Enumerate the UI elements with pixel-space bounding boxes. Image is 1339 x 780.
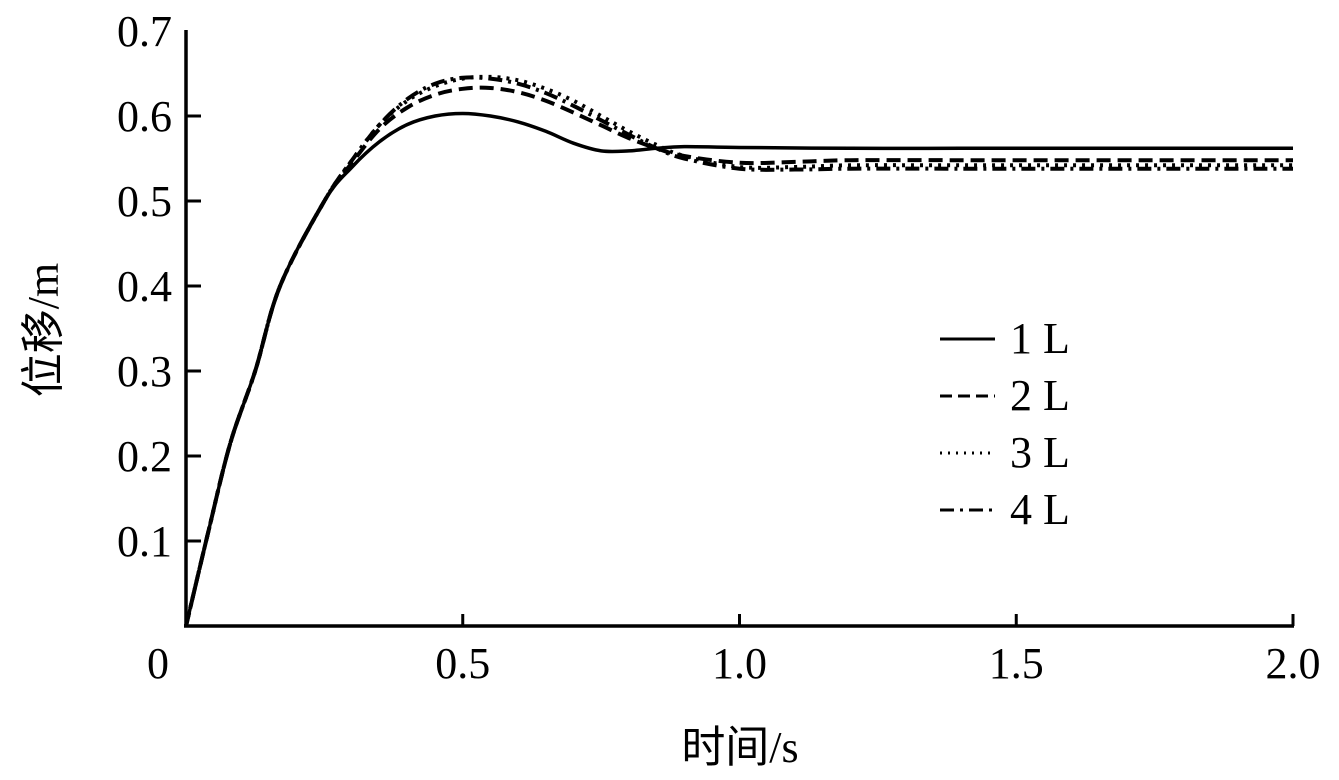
y-axis-label: 位移/m <box>19 263 68 397</box>
y-tick-label: 0.3 <box>117 347 172 396</box>
y-tick-label: 0.6 <box>117 92 172 141</box>
series-line-1 <box>184 111 1293 627</box>
y-tick-label: 0.4 <box>117 262 172 311</box>
y-tick-label: 0.5 <box>117 177 172 226</box>
series-line-2 <box>184 85 1293 627</box>
x-tick-label: 2.0 <box>1266 639 1321 688</box>
plot-lines <box>184 74 1293 627</box>
ticks <box>186 114 1295 626</box>
legend-label: 2 L <box>1010 371 1070 420</box>
y-tick-label: 0.1 <box>117 517 172 566</box>
axes <box>184 30 1294 628</box>
x-axis-label: 时间/s <box>681 723 798 772</box>
tick-labels: 0 0.5 1.0 1.5 2.0 0.1 0.2 0.3 0.4 0.5 0.6 0.7 <box>117 7 1321 688</box>
x-tick-label: 1.0 <box>712 639 767 688</box>
legend-label: 1 L <box>1010 314 1070 363</box>
legend-label: 4 L <box>1010 485 1070 534</box>
legend-label: 3 L <box>1010 428 1070 477</box>
y-tick-label: 0.7 <box>117 7 172 56</box>
x-tick-label: 0 <box>147 639 169 688</box>
x-tick-label: 0.5 <box>435 639 490 688</box>
y-tick-label: 0.2 <box>117 432 172 481</box>
legend: 1 L 2 L 3 L 4 L <box>940 314 1070 534</box>
x-tick-label: 1.5 <box>989 639 1044 688</box>
series-line-4 <box>184 75 1293 627</box>
